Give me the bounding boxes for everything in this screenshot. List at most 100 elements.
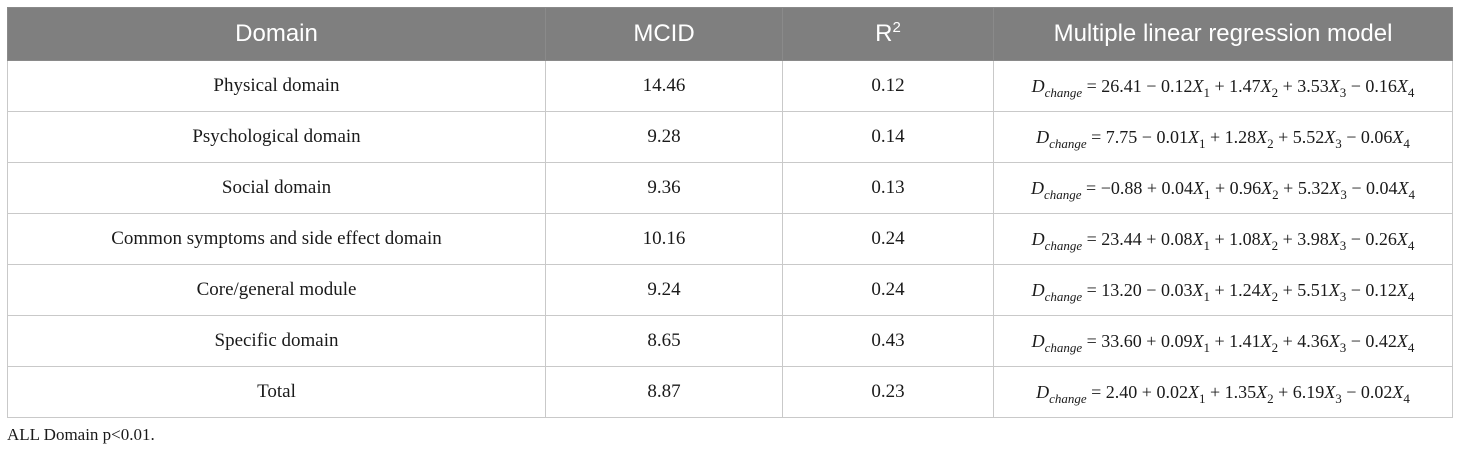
formula-variable: X [1396, 330, 1408, 351]
formula-variable: X [1187, 126, 1199, 147]
formula-variable-subscript: 3 [1339, 237, 1347, 253]
formula-coefficient: 0.04 [1161, 177, 1194, 198]
formula-variable-subscript: 3 [1335, 390, 1342, 406]
cell-domain: Psychological domain [7, 111, 546, 163]
formula-operator: + [1214, 330, 1225, 351]
formula-variable: X [1324, 126, 1336, 147]
header-r2: R2 [782, 7, 994, 61]
cell-formula: Dchange = 26.41 − 0.12X1 + 1.47X2 + 3.53… [993, 60, 1453, 112]
formula-coefficient: 0.02 [1360, 381, 1393, 402]
formula-operator: = [1091, 381, 1102, 402]
cell-formula: Dchange = 23.44 + 0.08X1 + 1.08X2 + 3.98… [993, 213, 1453, 265]
formula-variable-subscript: 2 [1271, 84, 1279, 100]
cell-formula: Dchange = 7.75 − 0.01X1 + 1.28X2 + 5.52X… [993, 111, 1453, 163]
formula-variable-subscript: 2 [1271, 339, 1279, 355]
formula-lhs: D [1036, 381, 1050, 402]
formula-variable-subscript: 3 [1339, 339, 1347, 355]
cell-formula: Dchange = −0.88 + 0.04X1 + 0.96X2 + 5.32… [993, 162, 1453, 214]
header-r2-superscript: 2 [892, 19, 901, 36]
cell-domain: Core/general module [7, 264, 546, 316]
formula-variable: X [1256, 126, 1268, 147]
formula-operator: = [1086, 279, 1097, 300]
formula-coefficient: 0.01 [1156, 126, 1188, 147]
formula-operator: + [1215, 177, 1226, 198]
cell-domain: Social domain [7, 162, 546, 214]
formula-variable-subscript: 1 [1198, 135, 1206, 151]
formula-operator: − [1350, 330, 1361, 351]
formula-variable-subscript: 4 [1407, 339, 1415, 355]
formula-operator: + [1146, 330, 1157, 351]
cell-mcid: 8.65 [545, 315, 783, 367]
formula-operator: − [1346, 381, 1357, 402]
cell-mcid: 9.28 [545, 111, 783, 163]
header-domain: Domain [7, 7, 546, 61]
formula-variable: X [1187, 381, 1199, 402]
formula-operator: = [1086, 228, 1097, 249]
table-row: Common symptoms and side effect domain 10… [7, 213, 1453, 265]
cell-r2: 0.43 [782, 315, 994, 367]
formula-operator: = [1086, 330, 1097, 351]
formula-variable-subscript: 1 [1198, 390, 1206, 406]
formula-variable: X [1396, 279, 1408, 300]
table-row: Total 8.87 0.23 Dchange = 2.40 + 0.02X1 + 1… [7, 366, 1453, 418]
formula-variable: X [1328, 330, 1340, 351]
formula-operator: + [1282, 75, 1293, 96]
table-row: Social domain 9.36 0.13 Dchange = −0.88 + 0… [7, 162, 1453, 214]
formula-coefficient: 0.04 [1365, 177, 1398, 198]
formula-variable: X [1392, 126, 1404, 147]
formula-coefficient: 0.16 [1365, 75, 1397, 96]
formula-coefficient: 33.60 [1101, 330, 1142, 351]
formula-lhs-subscript: change [1044, 237, 1083, 253]
formula-variable: X [1260, 228, 1272, 249]
formula-variable: X [1192, 330, 1204, 351]
formula-variable-subscript: 4 [1407, 237, 1415, 253]
regression-table: Domain MCID R2 Multiple linear regressio… [7, 7, 1453, 418]
formula-coefficient: 3.53 [1297, 75, 1329, 96]
table-row: Specific domain 8.65 0.43 Dchange = 33.60 +… [7, 315, 1453, 367]
formula-lhs: D [1031, 75, 1045, 96]
formula-coefficient: 0.12 [1365, 279, 1397, 300]
formula-coefficient: 0.12 [1160, 75, 1193, 96]
header-model: Multiple linear regression model [993, 7, 1453, 61]
formula-variable: X [1397, 177, 1409, 198]
formula-variable-subscript: 3 [1339, 84, 1347, 100]
formula-lhs: D [1031, 177, 1044, 198]
cell-r2: 0.24 [782, 213, 994, 265]
formula-operator: + [1214, 279, 1225, 300]
cell-mcid: 9.36 [545, 162, 783, 214]
table-row: Core/general module 9.24 0.24 Dchange = 13.… [7, 264, 1453, 316]
formula-coefficient: 5.51 [1297, 279, 1329, 300]
formula-operator: − [1146, 75, 1157, 96]
cell-mcid: 8.87 [545, 366, 783, 418]
table-row: Psychological domain 9.28 0.14 Dchange = 7.… [7, 111, 1453, 163]
formula-variable-subscript: 2 [1267, 390, 1274, 406]
formula-operator: + [1146, 177, 1158, 198]
cell-domain: Specific domain [7, 315, 546, 367]
formula-variable: X [1324, 381, 1336, 402]
formula-operator: + [1282, 330, 1293, 351]
formula-variable: X [1392, 381, 1404, 402]
cell-formula: Dchange = 13.20 − 0.03X1 + 1.24X2 + 5.51… [993, 264, 1453, 316]
formula-lhs: D [1036, 126, 1050, 147]
header-row: Domain MCID R2 Multiple linear regressio… [7, 7, 1453, 61]
formula-variable-subscript: 1 [1204, 186, 1211, 202]
formula-coefficient: 0.09 [1160, 330, 1193, 351]
formula-variable-subscript: 1 [1203, 237, 1210, 253]
formula-operator: + [1282, 279, 1293, 300]
cell-domain: Common symptoms and side effect domain [7, 213, 546, 265]
formula-operator: + [1209, 126, 1221, 147]
formula-coefficient: 13.20 [1101, 279, 1142, 300]
formula-lhs-subscript: change [1049, 135, 1087, 151]
formula-coefficient: 1.47 [1229, 75, 1261, 96]
formula-variable-subscript: 3 [1339, 288, 1347, 304]
formula-lhs-subscript: change [1044, 288, 1083, 304]
cell-mcid: 10.16 [545, 213, 783, 265]
formula-operator: − [1146, 279, 1157, 300]
footnote: ALL Domain p<0.01. [7, 425, 155, 444]
cell-formula: Dchange = 33.60 + 0.09X1 + 1.41X2 + 4.36… [993, 315, 1453, 367]
formula-operator: + [1209, 381, 1221, 402]
formula-coefficient: 7.75 [1105, 126, 1138, 147]
formula-operator: − [1346, 126, 1357, 147]
formula-variable: X [1328, 228, 1340, 249]
formula-variable: X [1328, 75, 1340, 96]
